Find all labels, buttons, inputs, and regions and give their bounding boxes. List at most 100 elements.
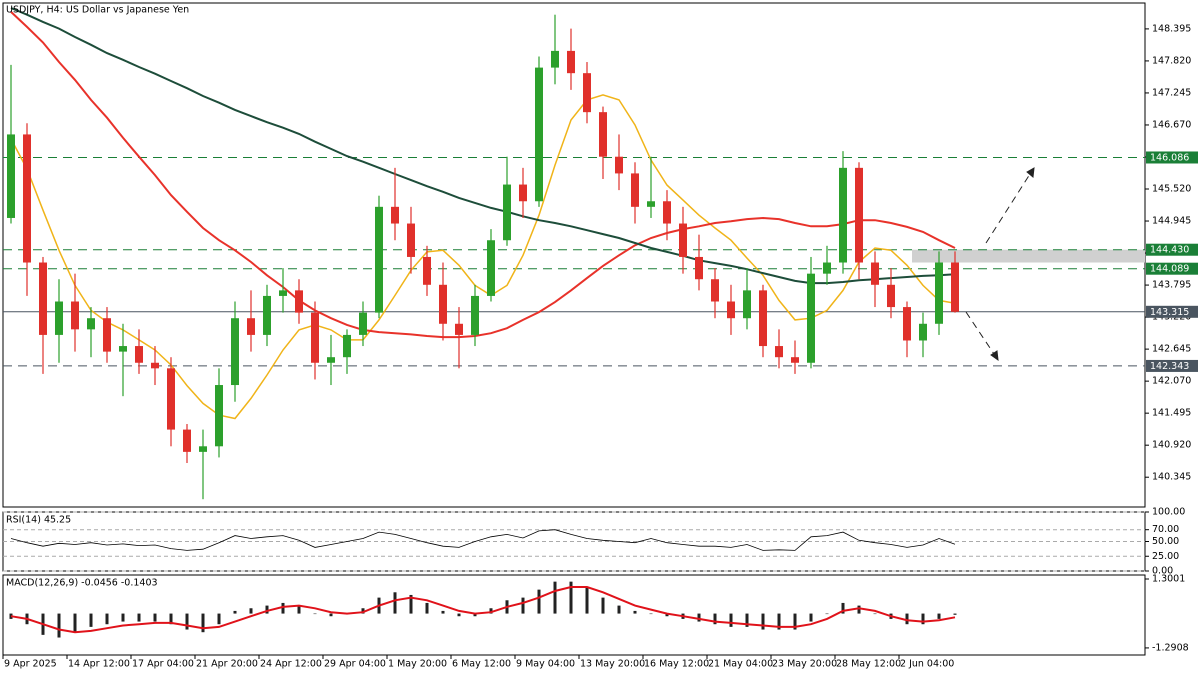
moving-average xyxy=(10,94,956,420)
macd-bar xyxy=(697,613,701,622)
macd-bar xyxy=(89,613,93,627)
macd-bar xyxy=(601,597,605,614)
macd-bar xyxy=(857,605,861,614)
macd-bar xyxy=(105,613,109,625)
macd-bar xyxy=(409,594,413,614)
candle-body xyxy=(407,223,415,257)
candle-body xyxy=(455,323,463,335)
macd-bar xyxy=(793,613,797,630)
level-label: 142.343 xyxy=(1150,361,1189,372)
candle-body xyxy=(807,273,815,363)
y-tick-label: 141.495 xyxy=(1152,408,1191,419)
macd-bar xyxy=(329,613,333,617)
macd-bar xyxy=(649,613,653,615)
macd-bar xyxy=(489,608,493,614)
macd-bar xyxy=(201,613,205,633)
level-label-box xyxy=(1146,151,1198,164)
candle-body xyxy=(599,112,607,157)
candle-body xyxy=(567,50,575,74)
candle-body xyxy=(135,346,143,363)
candle-body xyxy=(935,262,943,324)
y-tick-label: 145.520 xyxy=(1152,184,1191,195)
y-tick-label: -1.2908 xyxy=(1152,642,1189,653)
candle-body xyxy=(311,312,319,363)
candle-body xyxy=(327,357,335,363)
zone xyxy=(912,249,1145,263)
x-tick-label: 6 May 12:00 xyxy=(452,659,511,670)
y-tick-label: 148.395 xyxy=(1152,23,1191,34)
macd-bar xyxy=(905,613,909,625)
macd-bar xyxy=(457,613,461,617)
macd-bar xyxy=(761,613,765,630)
y-tick-label: 70.00 xyxy=(1152,524,1179,535)
macd-bar xyxy=(521,597,525,614)
candle-body xyxy=(263,295,271,335)
y-tick-label: 50.00 xyxy=(1152,536,1179,547)
level-label-box xyxy=(1146,262,1198,275)
macd-bar xyxy=(825,613,829,615)
macd-bar xyxy=(569,581,573,614)
macd-bar xyxy=(745,613,749,627)
y-tick-label: 147.245 xyxy=(1152,87,1191,98)
candle-body xyxy=(903,307,911,341)
candle-body xyxy=(295,290,303,313)
macd-bar xyxy=(297,605,301,614)
x-tick-label: 2 Jun 04:00 xyxy=(900,659,954,670)
candle-body xyxy=(775,346,783,358)
y-tick-label: 147.820 xyxy=(1152,55,1191,66)
level-label-box xyxy=(1146,359,1198,372)
candle-body xyxy=(119,346,127,352)
candle-body xyxy=(855,167,863,263)
signal-line xyxy=(10,586,956,634)
y-tick-label: 0.00 xyxy=(1152,566,1173,577)
candle-body xyxy=(87,318,95,330)
y-tick-label: 25.00 xyxy=(1152,551,1179,562)
moving-average xyxy=(10,7,956,285)
macd-bar xyxy=(953,613,957,615)
candle-body xyxy=(199,446,207,452)
candle-body xyxy=(23,134,31,263)
macd-bar xyxy=(633,610,637,614)
x-tick-label: 17 Apr 04:00 xyxy=(132,659,194,670)
level-label-box xyxy=(1146,305,1198,318)
x-tick-label: 13 May 20:00 xyxy=(580,659,645,670)
macd-bar xyxy=(57,613,61,638)
y-tick-label: 143.795 xyxy=(1152,280,1191,291)
candle-body xyxy=(423,256,431,285)
macd-bar xyxy=(313,613,317,615)
candle-body xyxy=(103,318,111,352)
macd-bar xyxy=(361,608,365,614)
candle-body xyxy=(439,284,447,324)
arrow-head xyxy=(1026,167,1035,178)
chart-title: USDJPY, H4: US Dollar vs Japanese Yen xyxy=(6,5,189,16)
macd-bar xyxy=(937,613,941,619)
panel-frame xyxy=(2,574,1146,656)
level-label: 143.315 xyxy=(1150,307,1189,318)
macd-bar xyxy=(665,613,669,617)
x-tick-label: 14 Apr 12:00 xyxy=(68,659,130,670)
panel-title: MACD(12,26,9) -0.0456 -0.1403 xyxy=(6,578,158,589)
x-tick-label: 16 May 12:00 xyxy=(644,659,709,670)
candle-body xyxy=(343,334,351,358)
level-label: 144.089 xyxy=(1150,264,1189,275)
macd-bar xyxy=(553,581,557,614)
candle-body xyxy=(631,173,639,207)
arrow-up xyxy=(985,173,1031,244)
macd-bar xyxy=(121,613,125,622)
arrow-down xyxy=(965,311,995,355)
candle-body xyxy=(551,50,559,68)
candle-body xyxy=(615,156,623,174)
macd-bar xyxy=(809,613,813,622)
macd-bar xyxy=(233,610,237,614)
candle-body xyxy=(503,184,511,241)
x-tick-label: 9 May 04:00 xyxy=(516,659,575,670)
macd-bar xyxy=(169,613,173,625)
macd-bar xyxy=(729,613,733,627)
level-label: 146.086 xyxy=(1150,152,1189,163)
panel-title: RSI(14) 45.25 xyxy=(6,515,71,526)
macd-bar xyxy=(281,602,285,614)
candle-body xyxy=(759,290,767,347)
candle-body xyxy=(359,312,367,335)
macd-bar xyxy=(777,613,781,630)
